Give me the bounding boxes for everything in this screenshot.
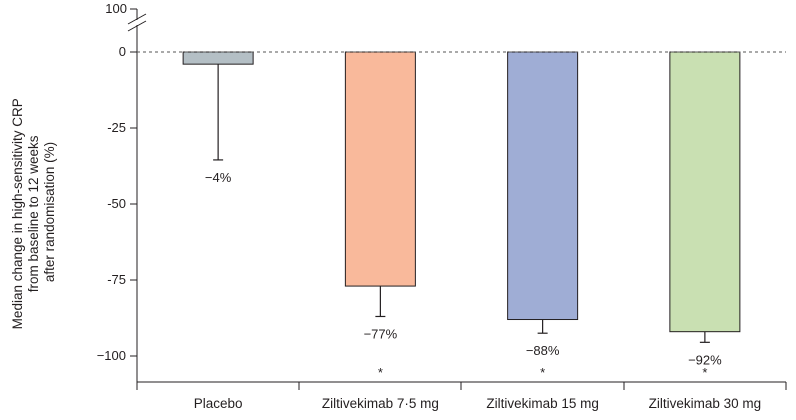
y-tick-label-4: −100 bbox=[97, 348, 126, 363]
y-tick-label-3: -75 bbox=[107, 272, 126, 287]
value-label-1: −77% bbox=[364, 326, 398, 341]
bars: −4%−77%*−88%*−92%* bbox=[182, 51, 741, 380]
category-label-3: Ziltivekimab 30 mg bbox=[649, 396, 762, 411]
y-tick-label-1: -25 bbox=[107, 120, 126, 135]
value-label-3: −92% bbox=[688, 352, 722, 367]
axis-break-label: 100 bbox=[105, 1, 127, 16]
category-label-1: Ziltivekimab 7·5 mg bbox=[322, 396, 439, 411]
y-axis-label-line-3: after randomisation (%) bbox=[42, 142, 57, 282]
bar-0 bbox=[182, 51, 254, 65]
y-tick-label-2: -50 bbox=[107, 196, 126, 211]
category-label-0: Placebo bbox=[194, 396, 243, 411]
y-axis-label: Median change in high-sensitivity CRP fr… bbox=[10, 95, 57, 330]
bar-1 bbox=[344, 51, 416, 287]
y-axis-label-line-2: from baseline to 12 weeks bbox=[26, 135, 41, 292]
y-axis-label-line-1: Median change in high-sensitivity CRP bbox=[10, 98, 25, 329]
value-label-0: −4% bbox=[205, 170, 232, 185]
bar-3 bbox=[669, 51, 741, 333]
category-label-2: Ziltivekimab 15 mg bbox=[486, 396, 599, 411]
value-label-2: −88% bbox=[526, 343, 560, 358]
significance-marker-3: * bbox=[702, 365, 707, 380]
significance-marker-1: * bbox=[378, 365, 383, 380]
axis-break-mark-1 bbox=[127, 13, 147, 25]
significance-marker-2: * bbox=[540, 365, 545, 380]
y-ticks: 0 -25 -50 -75 −100 bbox=[97, 44, 137, 363]
y-tick-label-0: 0 bbox=[119, 44, 126, 59]
bar-2 bbox=[507, 51, 579, 321]
category-labels: Placebo Ziltivekimab 7·5 mg Ziltivekimab 1… bbox=[194, 396, 761, 411]
